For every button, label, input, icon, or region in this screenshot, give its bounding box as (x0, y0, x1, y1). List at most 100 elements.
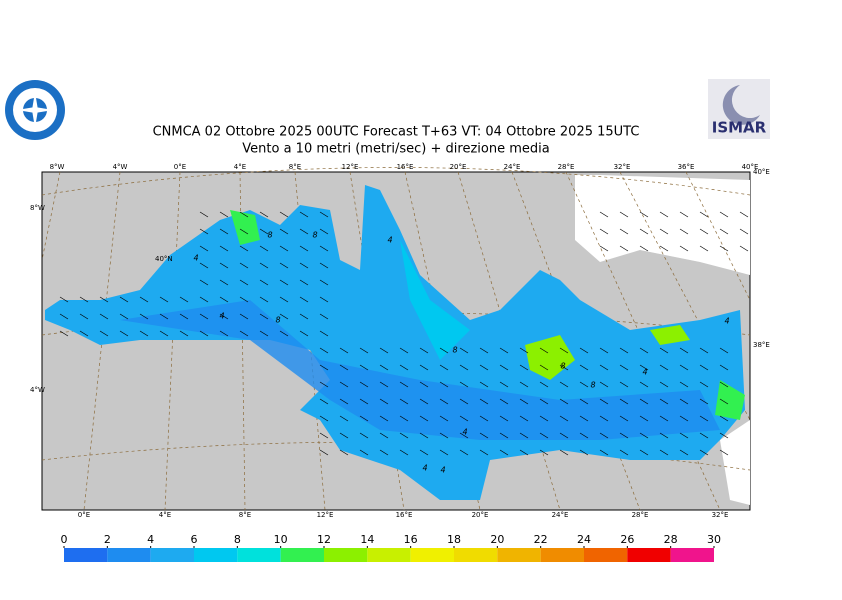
colorbar-label: 20 (490, 533, 504, 546)
wind-arrow (179, 330, 189, 337)
wind-arrow (619, 245, 629, 252)
wind-arrow (599, 432, 609, 439)
wind-arrow (679, 347, 689, 354)
colorbar-segment (107, 548, 151, 562)
wind-arrow (359, 347, 369, 354)
wind-arrow (319, 449, 329, 456)
wind-arrow (639, 381, 649, 388)
wind-arrow (419, 449, 429, 456)
wind-arrow (459, 449, 469, 456)
wind-arrow (679, 432, 689, 439)
wind-arrow (439, 347, 449, 354)
wind-arrow (479, 364, 489, 371)
wind-arrow (599, 347, 609, 354)
wind-arrow (679, 415, 689, 422)
wind-arrow (139, 296, 149, 303)
wind-arrow (359, 415, 369, 422)
wind-arrow (339, 415, 349, 422)
wind-arrow (379, 398, 389, 405)
wind-arrow (319, 313, 329, 320)
wind-arrow (339, 449, 349, 456)
wind-arrow (579, 364, 589, 371)
wind-arrow (379, 364, 389, 371)
wind-arrow (59, 313, 69, 320)
wind-arrow (79, 296, 89, 303)
wind-arrow (459, 432, 469, 439)
wind-arrow (599, 449, 609, 456)
wind-arrow (519, 347, 529, 354)
wind-arrow (439, 381, 449, 388)
lon-label: 8°E (289, 163, 301, 171)
colorbar-segment (584, 548, 628, 562)
wind-arrow (539, 398, 549, 405)
wind-arrow (579, 381, 589, 388)
colorbar-label: 28 (664, 533, 678, 546)
wind-arrow (499, 432, 509, 439)
wind-arrow (499, 449, 509, 456)
wind-arrow (719, 228, 729, 235)
colorbar-label: 14 (360, 533, 374, 546)
wind-arrow (259, 245, 269, 252)
wind-arrow (539, 432, 549, 439)
wind-arrow (419, 381, 429, 388)
colorbar-label: 16 (404, 533, 418, 546)
logo-left (5, 80, 65, 140)
wind-arrow (439, 364, 449, 371)
lon-label: 0°E (174, 163, 186, 171)
wind-arrow (279, 211, 289, 218)
wind-arrow (559, 347, 569, 354)
wind-arrow (719, 364, 729, 371)
wind-arrow (279, 296, 289, 303)
colorbar-label: 18 (447, 533, 461, 546)
lat-label: 40°E (753, 168, 770, 176)
wind-arrow (479, 449, 489, 456)
subtitle: Vento a 10 metri (metri/sec) + direzione… (242, 142, 549, 157)
wind-arrow (699, 245, 709, 252)
lon-label: 0°E (78, 511, 90, 519)
wind-arrow (599, 398, 609, 405)
wind-arrow (199, 228, 209, 235)
colorbar-segment (237, 548, 281, 562)
wind-arrow (619, 432, 629, 439)
lon-label: 28°E (632, 511, 649, 519)
wind-arrow (479, 398, 489, 405)
wind-arrow (579, 415, 589, 422)
wind-arrow (219, 211, 229, 218)
wind-arrow (599, 211, 609, 218)
wind-arrow (399, 347, 409, 354)
wind-arrow (199, 211, 209, 218)
wind-arrow (319, 381, 329, 388)
wind-arrow (319, 432, 329, 439)
wind-arrow (199, 262, 209, 269)
wind-arrow (719, 347, 729, 354)
lon-label: 24°E (552, 511, 569, 519)
wind-arrow (359, 449, 369, 456)
wind-arrow (579, 347, 589, 354)
wind-arrow (279, 279, 289, 286)
wind-arrow (639, 449, 649, 456)
wind-arrow (259, 313, 269, 320)
colorbar-label: 26 (620, 533, 634, 546)
lon-label: 20°E (450, 163, 467, 171)
wind-arrow (699, 398, 709, 405)
wind-arrow (519, 415, 529, 422)
wind-arrow (699, 211, 709, 218)
wind-arrow (659, 398, 669, 405)
wind-arrow (479, 415, 489, 422)
lon-label: 12°E (317, 511, 334, 519)
wind-arrow (579, 398, 589, 405)
wind-arrow (659, 364, 669, 371)
wind-arrow (99, 313, 109, 320)
wind-arrow (639, 432, 649, 439)
wind-arrow (259, 211, 269, 218)
wind-arrow (419, 347, 429, 354)
lon-label: 28°E (558, 163, 575, 171)
wind-arrow (539, 449, 549, 456)
wind-arrow (579, 432, 589, 439)
wind-arrow (639, 245, 649, 252)
colorbar-segment (454, 548, 498, 562)
wind-arrow (559, 398, 569, 405)
wind-arrow (539, 415, 549, 422)
wind-arrow (499, 364, 509, 371)
wind-arrow (299, 262, 309, 269)
